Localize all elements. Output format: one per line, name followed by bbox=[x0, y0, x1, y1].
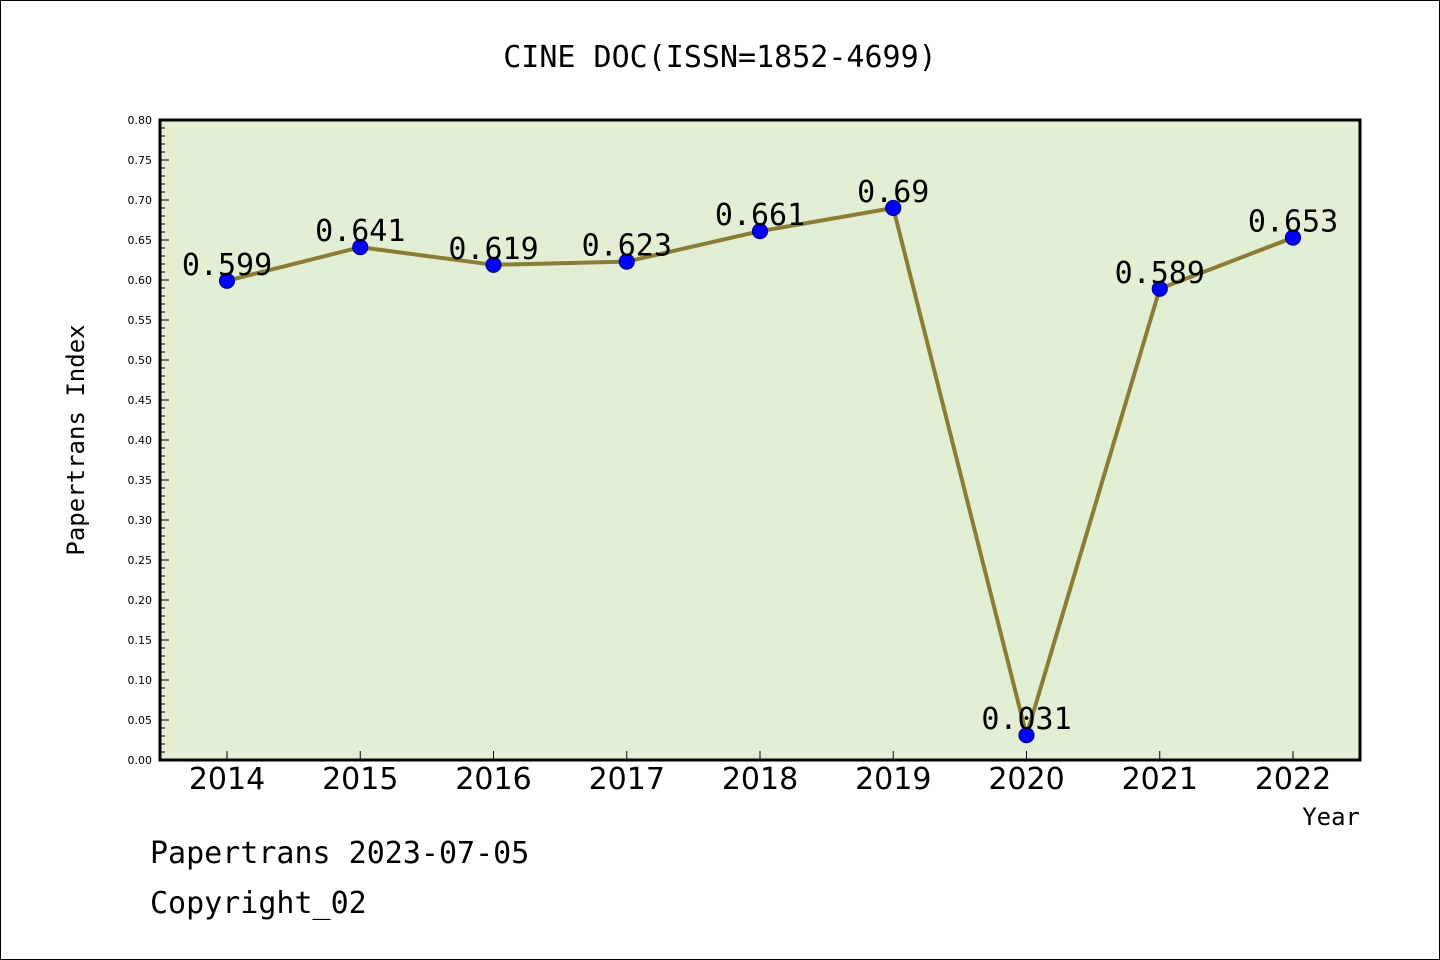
data-label: 0.599 bbox=[182, 248, 272, 283]
x-tick-label: 2018 bbox=[722, 762, 798, 797]
footer-copyright: Copyright_02 bbox=[150, 886, 367, 921]
x-axis-label: Year bbox=[1302, 803, 1360, 831]
x-tick-label: 2019 bbox=[855, 762, 931, 797]
y-tick-label: 0.50 bbox=[128, 354, 153, 367]
y-tick-label: 0.20 bbox=[128, 594, 153, 607]
y-tick-label: 0.55 bbox=[128, 314, 153, 327]
y-tick-label: 0.65 bbox=[128, 234, 153, 247]
data-label: 0.641 bbox=[315, 214, 405, 249]
x-tick-label: 2020 bbox=[988, 762, 1064, 797]
data-label: 0.589 bbox=[1115, 256, 1205, 291]
data-point bbox=[218, 272, 236, 289]
x-tick-label: 2022 bbox=[1255, 762, 1331, 797]
x-tick-label: 2015 bbox=[322, 762, 398, 797]
footer-source: Papertrans 2023-07-05 bbox=[150, 836, 530, 871]
y-tick-label: 0.35 bbox=[128, 474, 153, 487]
x-tick-label: 2021 bbox=[1122, 762, 1198, 797]
data-label: 0.623 bbox=[582, 229, 672, 264]
chart-title: CINE DOC(ISSN=1852-4699) bbox=[503, 40, 936, 75]
y-tick-label: 0.10 bbox=[128, 674, 153, 687]
x-tick-label: 2016 bbox=[455, 762, 531, 797]
data-label: 0.69 bbox=[857, 175, 929, 210]
data-labels: 0.599 0.641 0.619 0.623 0.661 0.69 0.031 0.589 0… bbox=[182, 175, 1338, 737]
y-tick-label: 0.40 bbox=[128, 434, 153, 447]
y-tick-label: 0.00 bbox=[128, 754, 153, 767]
y-tick-label: 0.15 bbox=[128, 634, 153, 647]
data-label: 0.031 bbox=[981, 702, 1071, 737]
data-point bbox=[618, 253, 635, 270]
y-tick-label: 0.75 bbox=[128, 154, 153, 167]
data-point bbox=[885, 199, 902, 217]
data-point bbox=[485, 256, 502, 273]
data-point bbox=[1151, 280, 1168, 297]
y-tick-label: 0.25 bbox=[128, 554, 153, 567]
y-tick-label: 0.60 bbox=[128, 274, 153, 287]
data-point bbox=[751, 223, 769, 240]
data-label: 0.661 bbox=[715, 198, 805, 233]
y-tick-label: 0.30 bbox=[128, 514, 153, 527]
data-point bbox=[1018, 727, 1035, 744]
y-tick-label: 0.80 bbox=[128, 114, 153, 127]
y-axis: 0.00 0.05 0.10 0.15 0.20 0.25 0.30 0.35 0.40 0.45… bbox=[128, 114, 169, 767]
y-tick-label: 0.05 bbox=[128, 714, 153, 727]
data-point bbox=[352, 239, 369, 256]
y-axis-label: Papertrans Index bbox=[62, 324, 90, 555]
y-tick-label: 0.45 bbox=[128, 394, 153, 407]
data-label: 0.619 bbox=[448, 232, 538, 267]
data-point bbox=[1284, 229, 1302, 246]
series-line-group bbox=[218, 199, 1302, 744]
y-tick-label: 0.70 bbox=[128, 194, 153, 207]
x-axis: 2014 2015 2016 2017 2018 2019 2020 2021 2022 bbox=[189, 751, 1331, 797]
x-tick-label: 2014 bbox=[189, 762, 265, 797]
x-tick-label: 2017 bbox=[589, 762, 665, 797]
data-label: 0.653 bbox=[1248, 205, 1338, 240]
